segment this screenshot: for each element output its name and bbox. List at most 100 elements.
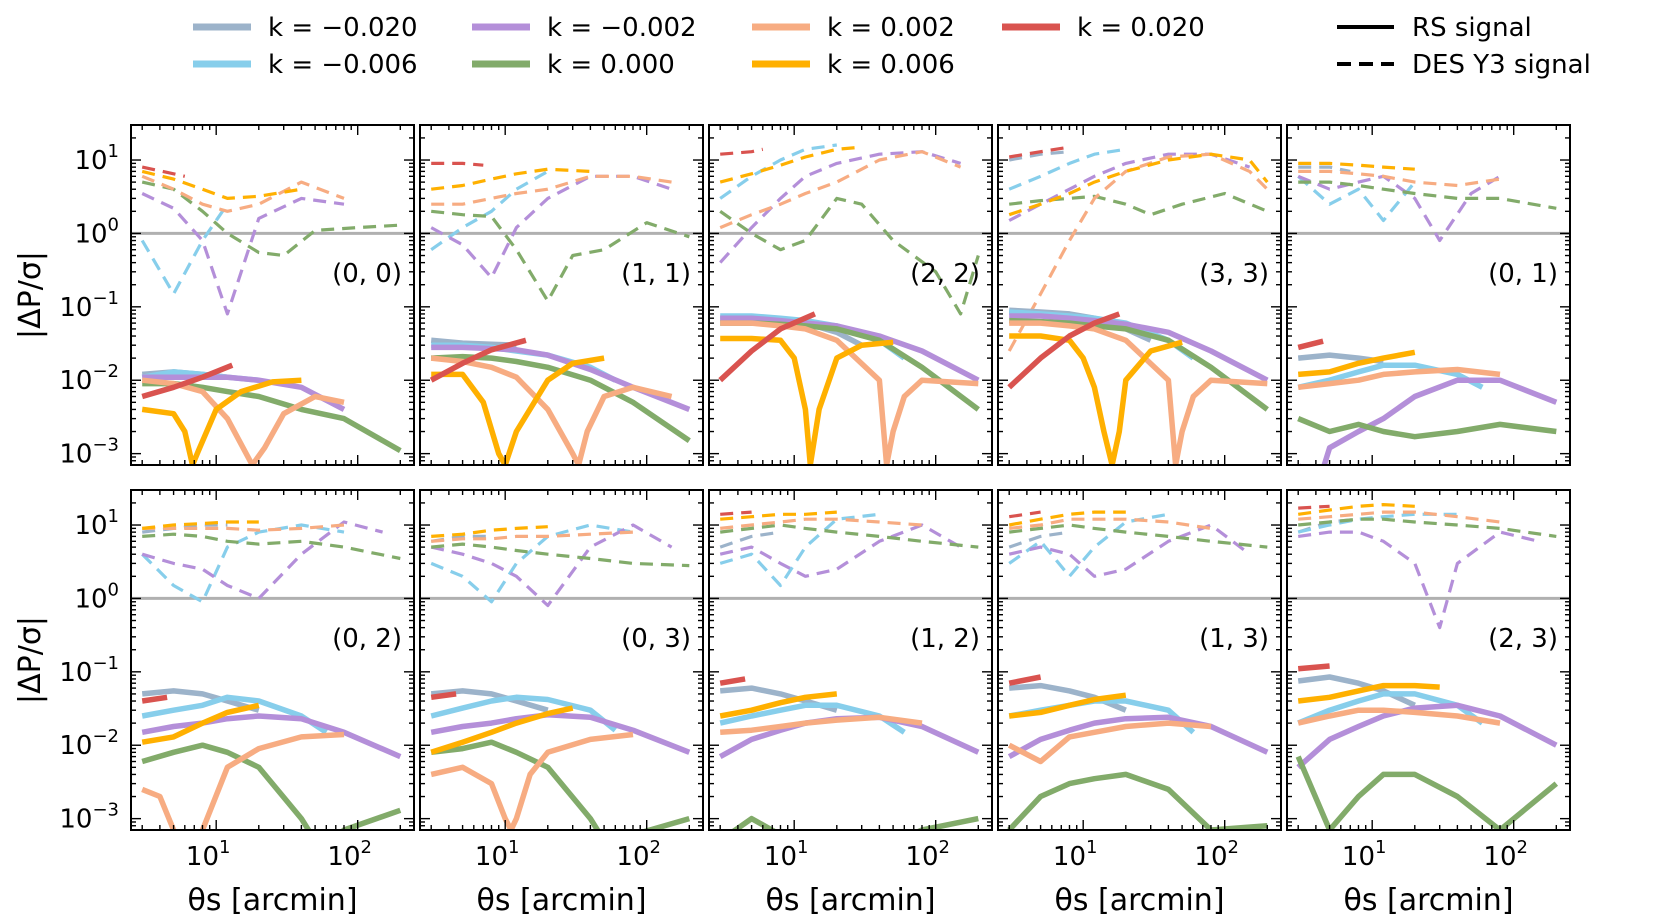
rs-series-line xyxy=(1007,720,1212,765)
des-y3-series-line xyxy=(1008,510,1126,527)
des-y3-series-line xyxy=(431,530,634,543)
rs-series-line xyxy=(718,311,816,383)
panels-grid: (0, 0) 101 100 10−1 10−2 10−3 (1, 1) (2, 2) (3, … xyxy=(59,124,1571,917)
panel-label: (1, 1) xyxy=(621,259,691,289)
panel: (1, 2) 101 102 θs [arcmin] xyxy=(708,489,993,917)
y-tick-label: 100 xyxy=(74,214,119,249)
des-y3-series-line xyxy=(431,161,484,167)
legend-style-label: DES Y3 signal xyxy=(1412,50,1591,80)
des-y3-series-line xyxy=(431,542,690,568)
rs-series-line xyxy=(1008,692,1127,719)
des-y3-series-line xyxy=(1008,512,1169,578)
des-y3-series-line xyxy=(141,192,345,316)
des-y3-series-line xyxy=(719,523,962,578)
panel: (0, 2) 101 100 10−1 10−2 10−3 101 102 θs [arcmin… xyxy=(59,489,415,917)
y-tick-label: 10−3 xyxy=(59,435,119,470)
legend-label: k = 0.000 xyxy=(547,50,675,80)
legend-label: k = −0.020 xyxy=(268,13,418,43)
des-y3-series-line xyxy=(1009,523,1268,549)
des-y3-series-line xyxy=(1009,517,1212,530)
panel-label: (0, 3) xyxy=(621,624,691,654)
ticks xyxy=(709,124,992,466)
rs-series-line xyxy=(720,315,980,383)
y-tick-label: 10−1 xyxy=(59,288,119,323)
rs-series-line xyxy=(430,705,574,755)
panel-frame xyxy=(1286,489,1571,831)
des-y3-series-line xyxy=(719,150,962,264)
plot-area xyxy=(718,510,980,830)
x-tick-label: 102 xyxy=(1194,837,1239,872)
legend-entry: k = −0.002 xyxy=(472,13,697,43)
rs-series-line xyxy=(1297,416,1557,440)
x-axis-title: θs [arcmin] xyxy=(476,883,646,917)
y-tick-label: 101 xyxy=(74,141,119,176)
des-y3-series-line xyxy=(141,174,345,213)
des-y3-series-line xyxy=(720,517,923,530)
des-y3-series-line xyxy=(719,196,980,316)
x-axis-title: θs [arcmin] xyxy=(765,883,935,917)
des-y3-series-line xyxy=(1297,175,1417,223)
legend-label: k = −0.006 xyxy=(268,50,418,80)
des-y3-series-line xyxy=(430,523,634,604)
rs-series-line xyxy=(141,731,345,830)
panel: (1, 3) 101 102 θs [arcmin] xyxy=(997,489,1282,917)
des-y3-series-line xyxy=(431,209,690,303)
panel: (2, 2) xyxy=(708,124,993,466)
legend-label: k = −0.002 xyxy=(547,13,697,43)
rs-series-line xyxy=(430,355,673,465)
x-tick-label: 101 xyxy=(475,837,520,872)
panel: (0, 3) 101 102 θs [arcmin] xyxy=(419,489,704,917)
des-y3-series-line xyxy=(719,512,880,588)
panel-label: (2, 3) xyxy=(1488,624,1558,654)
panel-frame xyxy=(130,489,415,831)
ticks xyxy=(998,124,1281,466)
plot-area xyxy=(1297,161,1558,465)
des-y3-series-line xyxy=(1297,530,1539,630)
y-tick-label: 10−3 xyxy=(59,800,119,835)
panel-label: (1, 3) xyxy=(1199,624,1269,654)
legend-entry: k = 0.002 xyxy=(752,13,955,43)
rs-series-line xyxy=(142,374,346,412)
panel: (1, 1) xyxy=(419,124,704,466)
y-axis-title: |ΔP/σ| xyxy=(13,616,48,704)
panel-label: (1, 2) xyxy=(910,624,980,654)
rs-series-line xyxy=(141,377,302,465)
x-axis-title: θs [arcmin] xyxy=(1054,883,1224,917)
des-y3-series-line xyxy=(141,180,401,258)
rs-series-line xyxy=(141,702,260,745)
des-y3-series-line xyxy=(141,169,302,200)
rs-series-line xyxy=(430,694,618,733)
ticks xyxy=(420,124,703,466)
legend: k = −0.020 k = −0.006 k = −0.002 k = 0.000 k… xyxy=(193,13,1591,80)
ticks xyxy=(131,489,414,831)
plot-area xyxy=(430,523,691,830)
des-y3-series-line xyxy=(1009,191,1268,217)
des-y3-series-line xyxy=(719,145,862,184)
des-y3-series-line xyxy=(1298,517,1557,538)
plot-area xyxy=(141,520,402,830)
legend-entry: k = −0.020 xyxy=(193,13,418,43)
des-y3-series-line xyxy=(1008,510,1041,519)
des-y3-series-line xyxy=(430,523,673,608)
rs-series-line xyxy=(1009,313,1269,383)
panel-label: (3, 3) xyxy=(1199,259,1269,289)
des-y3-series-line xyxy=(140,203,229,296)
des-y3-series-line xyxy=(1298,510,1501,524)
rs-series-line xyxy=(1297,663,1330,672)
des-y3-series-line xyxy=(1008,147,1127,191)
x-tick-label: 101 xyxy=(1342,837,1387,872)
legend-label: k = 0.006 xyxy=(827,50,955,80)
rs-series-line xyxy=(1297,682,1440,704)
legend-style-entry: DES Y3 signal xyxy=(1337,50,1591,80)
des-y3-series-line xyxy=(1297,174,1501,243)
rs-series-line xyxy=(719,676,746,686)
panel-frame xyxy=(130,124,415,466)
rs-series-line xyxy=(431,355,605,465)
legend-style-entry: RS signal xyxy=(1337,13,1532,43)
des-y3-series-line xyxy=(431,525,548,538)
rs-series-line xyxy=(1297,338,1324,351)
rs-series-line xyxy=(141,694,168,704)
rs-series-line xyxy=(1009,333,1183,465)
rs-series-line xyxy=(719,691,838,719)
